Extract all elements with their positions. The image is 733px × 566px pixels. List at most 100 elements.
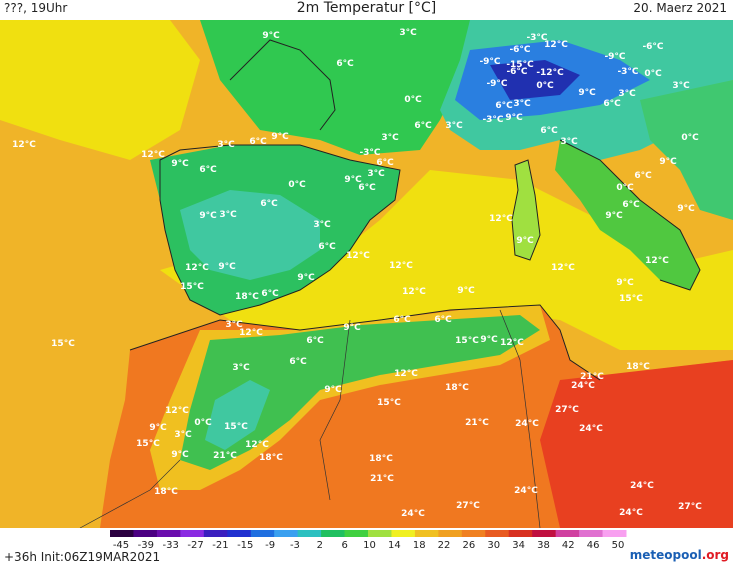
islands-coastline xyxy=(511,159,541,261)
footer: -45 -39 -33 -27 -21 -15 -9 -3 2 6 10 14 18 22 26 30 34 38… xyxy=(0,528,733,566)
mediterranean-sea xyxy=(160,170,733,350)
temperature-label: 0°C xyxy=(644,69,662,79)
temperature-label: -3°C xyxy=(526,33,547,43)
temperature-label: 9°C xyxy=(578,88,596,98)
temperature-label: 9°C xyxy=(218,262,236,272)
temperature-label: 15°C xyxy=(619,294,643,304)
temperature-label: 0°C xyxy=(194,418,212,428)
legend-color-swatch xyxy=(156,530,181,537)
temperature-label: 21°C xyxy=(370,474,394,484)
temperature-label: 0°C xyxy=(616,183,634,193)
legend-ticks: -45 -39 -33 -27 -21 -15 -9 -3 2 6 10 14 18 22 26 30 34 38… xyxy=(113,540,625,548)
temperature-label: 3°C xyxy=(399,28,417,38)
legend-color-swatch xyxy=(555,530,580,537)
legend-tick-label: 22 xyxy=(438,540,451,548)
balkans-land xyxy=(640,80,733,220)
temperature-label: 15°C xyxy=(180,282,204,292)
temperature-label: 9°C xyxy=(262,31,280,41)
legend-tick-label: 14 xyxy=(388,540,401,548)
temperature-label: 15°C xyxy=(377,398,401,408)
temperature-label: 6°C xyxy=(414,121,432,131)
temperature-label: 0°C xyxy=(681,133,699,143)
temperature-label: 6°C xyxy=(199,165,217,175)
alps-coldest xyxy=(490,60,580,100)
bay-of-biscay-area xyxy=(0,20,200,160)
temperature-label: 12°C xyxy=(551,263,575,273)
atlas-mountains xyxy=(180,315,540,470)
temperature-label: 6°C xyxy=(634,171,652,181)
legend-color-bar xyxy=(110,530,627,537)
legend-tick-label: 26 xyxy=(463,540,476,548)
temperature-label: 27°C xyxy=(555,405,579,415)
temperature-label: 3°C xyxy=(219,210,237,220)
legend-color-swatch xyxy=(438,530,463,537)
legend-color-swatch xyxy=(368,530,392,537)
temperature-label: 24°C xyxy=(401,509,425,519)
legend-color-swatch xyxy=(180,530,205,537)
temperature-label: 9°C xyxy=(616,278,634,288)
legend-color-swatch xyxy=(602,530,627,537)
temperature-label: 9°C xyxy=(171,450,189,460)
temperature-label: 18°C xyxy=(369,454,393,464)
temperature-label: 12°C xyxy=(185,263,209,273)
sahara-hot-zone xyxy=(540,360,733,528)
temperature-label: -6°C xyxy=(642,42,663,52)
temperature-label: 18°C xyxy=(445,383,469,393)
temperature-label: 24°C xyxy=(619,508,643,518)
temperature-label: 3°C xyxy=(672,81,690,91)
temperature-label: 9°C xyxy=(344,175,362,185)
italy-coastline xyxy=(559,139,701,291)
header: ???, 19Uhr 2m Temperatur [°C] 20. Maerz … xyxy=(0,0,733,20)
temperature-label: 3°C xyxy=(225,320,243,330)
legend-color-swatch xyxy=(133,530,158,537)
temperature-label: 3°C xyxy=(313,220,331,230)
temperature-label: 0°C xyxy=(404,95,422,105)
temperature-map: 9°C 3°C 6°C 0°C -3°C 12°C -6°C -15°C -9°C -6°C -12… xyxy=(0,20,733,529)
temperature-label: 3°C xyxy=(513,99,531,109)
init-time: +36h Init:06Z19MAR2021 xyxy=(4,550,161,564)
italy-land xyxy=(555,140,700,290)
temperature-label: 9°C xyxy=(199,211,217,221)
country-borders xyxy=(79,309,541,529)
legend-color-swatch xyxy=(344,530,369,537)
temperature-label: 24°C xyxy=(514,486,538,496)
temperature-label: 9°C xyxy=(677,204,695,214)
legend-tick-label: 6 xyxy=(341,540,347,548)
temperature-label: 9°C xyxy=(505,113,523,123)
temperature-labels: 9°C 3°C6°C0°C-3°C12°C-6°C-15°C-9°C-6°C -12… xyxy=(12,28,702,519)
temperature-label: 12°C xyxy=(141,150,165,160)
france-land xyxy=(200,20,470,155)
legend-color-swatch xyxy=(532,530,557,537)
legend-tick-label: -15 xyxy=(237,540,253,548)
legend-tick-label: 38 xyxy=(537,540,550,548)
temperature-label: 3°C xyxy=(560,137,578,147)
temperature-label: 12°C xyxy=(239,328,263,338)
legend-color-swatch xyxy=(321,530,346,537)
temperature-label: 12°C xyxy=(165,406,189,416)
temperature-label: 9°C xyxy=(516,236,534,246)
temperature-label: 0°C xyxy=(536,81,554,91)
legend-color-swatch xyxy=(461,530,486,537)
legend-color-swatch xyxy=(391,530,416,537)
legend-tick-label: -21 xyxy=(212,540,228,548)
temperature-label: 6°C xyxy=(306,336,324,346)
temperature-label: 21°C xyxy=(580,372,604,382)
temperature-label: 6°C xyxy=(249,137,267,147)
temperature-label: 12°C xyxy=(389,261,413,271)
legend-color-swatch xyxy=(485,530,510,537)
legend-color-swatch xyxy=(203,530,228,537)
forecast-time-label: ???, 19Uhr xyxy=(4,1,68,15)
temperature-label: 12°C xyxy=(489,214,513,224)
temperature-label: 9°C xyxy=(480,335,498,345)
map-svg: 9°C 3°C6°C0°C-3°C12°C-6°C-15°C-9°C-6°C -12… xyxy=(0,20,733,529)
temperature-label: 6°C xyxy=(434,315,452,325)
legend-tick-label: -39 xyxy=(138,540,154,548)
iberia-interior xyxy=(180,190,320,280)
legend-tick-label: 42 xyxy=(562,540,575,548)
temperature-label: 6°C xyxy=(622,200,640,210)
temperature-label: 3°C xyxy=(381,133,399,143)
map-title: 2m Temperatur [°C] xyxy=(296,0,437,16)
france-coastline xyxy=(229,39,336,131)
temperature-label: 21°C xyxy=(213,451,237,461)
meteopool-logo[interactable]: meteopool.org xyxy=(630,548,729,562)
